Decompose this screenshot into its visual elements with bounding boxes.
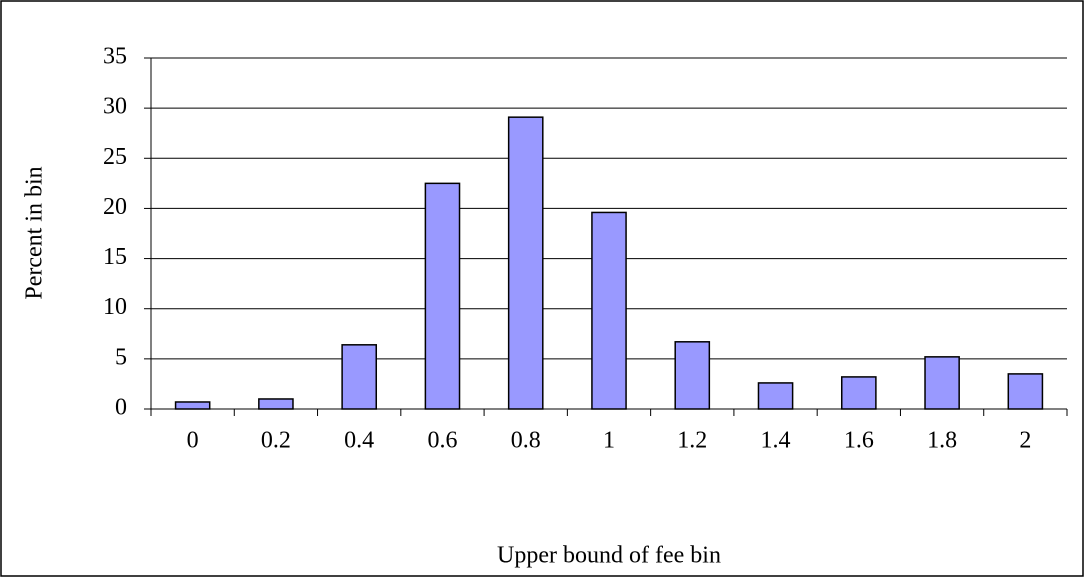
x-tick-label: 1.4 xyxy=(761,428,791,454)
x-tick-label: 0.2 xyxy=(261,428,291,454)
bar xyxy=(1007,373,1044,410)
y-tick-label: 20 xyxy=(103,194,127,220)
x-tick-label: 1.6 xyxy=(844,428,874,454)
y-tick-label: 15 xyxy=(103,244,127,270)
x-tick-label: 1.2 xyxy=(677,428,707,454)
y-tick-label: 0 xyxy=(115,395,127,421)
x-axis-label: Upper bound of fee bin xyxy=(497,543,721,569)
bar xyxy=(591,211,627,410)
bar xyxy=(507,116,544,410)
bar xyxy=(840,376,877,410)
x-tick-label: 0.8 xyxy=(511,428,541,454)
y-tick-label: 5 xyxy=(115,344,127,370)
bar xyxy=(258,398,294,410)
y-axis-label: Percent in bin xyxy=(22,166,48,299)
bar xyxy=(757,382,794,410)
bar xyxy=(424,182,461,410)
bar xyxy=(174,401,211,410)
x-tick-label: 0.4 xyxy=(344,428,374,454)
x-tick-label: 0 xyxy=(187,428,199,454)
y-tick-label: 30 xyxy=(103,94,127,120)
y-tick-label: 25 xyxy=(103,144,127,170)
x-tick-label: 0.6 xyxy=(427,428,457,454)
x-tick-label: 1.8 xyxy=(927,428,957,454)
bar xyxy=(341,344,378,410)
y-tick-label: 35 xyxy=(103,44,127,70)
bar xyxy=(674,341,711,410)
x-tick-label: 1 xyxy=(603,428,615,454)
y-tick-label: 10 xyxy=(103,294,127,320)
x-tick-label: 2 xyxy=(1019,428,1031,454)
bar xyxy=(924,356,960,410)
